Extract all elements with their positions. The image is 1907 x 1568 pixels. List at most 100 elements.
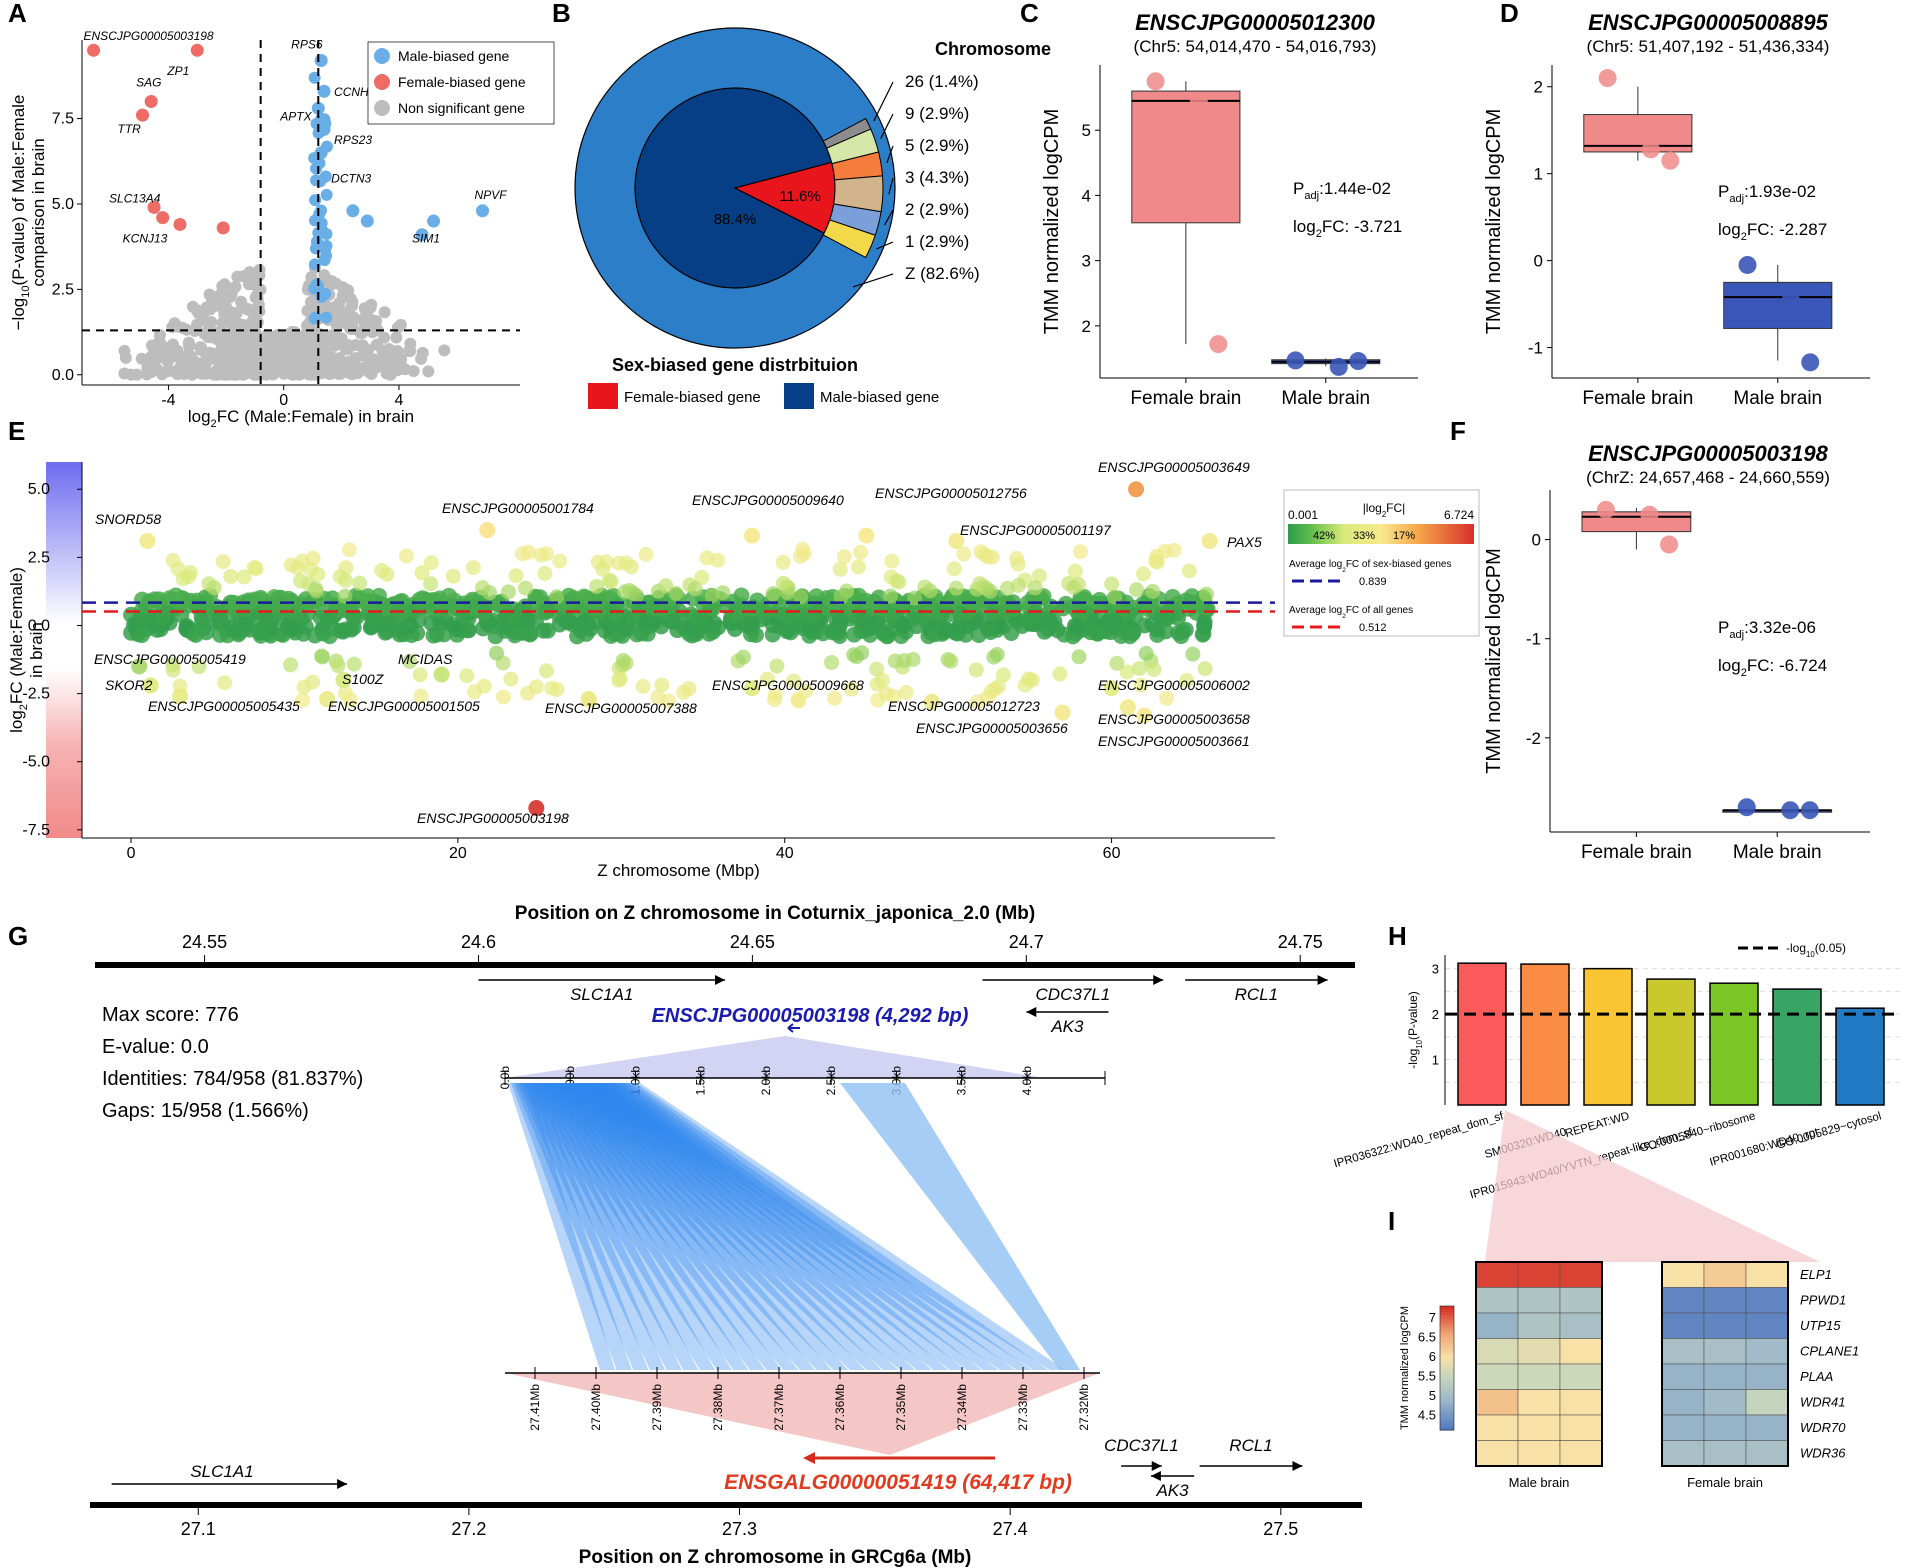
male-biased-point [310,278,323,291]
gene-label: DCTN3 [331,172,371,186]
sample-point [1189,91,1208,110]
heatmap-cell-female [1745,1440,1789,1467]
labeled-gene-point [528,800,545,817]
enrichment-bar [1520,963,1570,1106]
legend-tick-label: 5.5 [1418,1369,1436,1384]
alignment-ribbon [539,1083,799,1370]
labeled-gene-point [1119,699,1136,716]
gene-point [321,628,338,645]
gene-point [379,566,395,582]
gene-point [874,672,890,688]
non-significant-point [319,346,332,359]
subject-tick-label: 27.38Mb [711,1384,725,1431]
category-label: IPR036322:WD40_repeat_dom_sf [1333,1110,1506,1170]
bottom-axis-title: Position on Z chromosome in GRCg6a (Mb) [579,1547,972,1568]
alignment-ribbon [525,1083,715,1370]
gene-point [1170,624,1187,641]
y-tick-label: -1 [1528,339,1543,358]
non-significant-point [364,356,377,369]
non-significant-point [153,329,166,342]
gene-point [1198,586,1214,602]
subject-tick-label: 27.37Mb [772,1384,786,1431]
gene-point [506,609,523,626]
alignment-ribbon [553,1083,882,1370]
y-tick-label: 2 [1534,78,1543,97]
gene-point [843,681,859,697]
heatmap-cell-male [1559,1338,1603,1365]
enrichment-bar [1772,988,1822,1106]
gene-label: ENSCJPG00005003658 [1098,711,1250,727]
y-axis-label: TMM normalized logCPM [1483,548,1505,774]
non-significant-point [376,344,389,357]
sample-point [1598,69,1617,88]
sample-point [1781,801,1800,820]
gene-point [760,671,776,687]
non-significant-point [298,354,311,367]
gene-point [154,609,171,626]
segment-leader-line [880,113,894,139]
legend-colorbar-slice [1440,1306,1454,1310]
logfc-annotation: log2FC: -3.721 [1293,217,1402,240]
gene-point [946,561,962,577]
y-tick-label: 0 [1534,252,1543,271]
gene-point [658,578,674,594]
gene-point [1127,607,1144,624]
gene-label: MCIDAS [398,651,453,667]
gene-arrow-head [1153,975,1164,985]
heatmap-cell-female [1703,1338,1747,1365]
segment-leader-line [852,273,894,288]
female-biased-point [216,221,230,235]
alignment-ribbon [550,1083,865,1370]
gene-label: KCNJ13 [123,232,168,246]
gene-point [794,541,810,557]
heatmap-cell-female [1745,1338,1789,1365]
subject-tick-label: 27.41Mb [528,1384,542,1431]
gene-point [133,627,150,644]
y-tick-label: 2 [1432,1007,1439,1022]
y-axis-label: TMM normalized logCPM [1483,109,1505,335]
gene-point [1071,649,1087,665]
gene-point [413,688,429,704]
non-significant-point [251,316,264,329]
non-significant-point [220,362,233,375]
non-significant-point [135,352,148,365]
heatmap-row-label: ELP1 [1800,1267,1832,1282]
gene-point [824,654,840,670]
volcano-plot: -4 0 4 0.0 2.5 5.0 7.5 log2FC (Male:Female) in … [9,29,555,430]
gene-point [1021,671,1037,687]
alignment-stat: E-value: 0.0 [102,1036,209,1058]
heatmap-cell-female [1661,1389,1705,1416]
non-significant-point [230,306,243,319]
gene-label: TTR [118,122,142,136]
heatmap-cell-male [1559,1389,1603,1416]
gene-point [308,581,324,597]
gene-point [248,561,264,577]
gene-point [846,647,862,663]
alignment-ribbon [516,1083,665,1370]
non-significant-point [386,359,399,372]
gene-point [952,605,969,622]
gene-point [212,626,229,643]
gene-point [650,689,666,705]
gene-point [1109,655,1125,671]
gene-point [538,663,554,679]
labeled-point [190,43,204,57]
gene-point [249,611,266,628]
gene-point [561,613,578,630]
gene-point [1132,660,1148,676]
gene-point [337,572,353,588]
non-significant-point [292,331,305,344]
gene-point [803,607,820,624]
sample-point [1209,335,1228,354]
gene-point [769,658,785,674]
non-significant-point [391,321,404,334]
gene-label: APTX [279,109,312,123]
non-significant-point [404,344,417,357]
gene-point [582,620,599,637]
gene-label: ENSCJPG00005003198 [84,29,214,43]
box-plot-f: ENSCJPG00005003198 (ChrZ: 24,657,468 - 24… [1483,441,1870,863]
heatmap-cell-female [1703,1287,1747,1314]
gene-point [1066,579,1082,595]
gene-point [165,662,181,678]
y-axis-label: -log10(P-value) [1406,991,1424,1068]
